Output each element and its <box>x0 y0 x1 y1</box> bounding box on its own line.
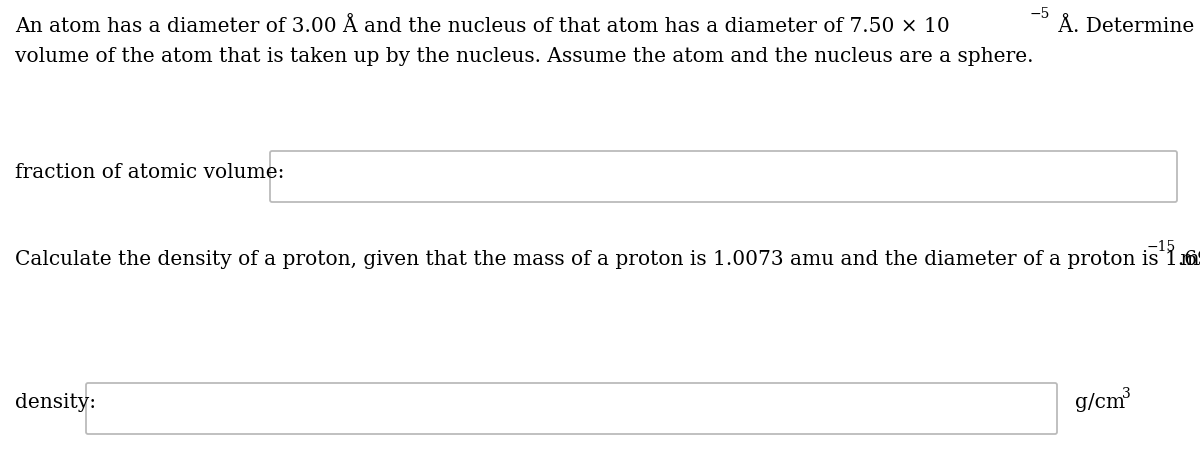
Text: volume of the atom that is taken up by the nucleus. Assume the atom and the nucl: volume of the atom that is taken up by t… <box>14 47 1033 66</box>
Text: An atom has a diameter of 3.00 Å and the nucleus of that atom has a diameter of : An atom has a diameter of 3.00 Å and the… <box>14 17 949 36</box>
Text: Å. Determine the fraction of the: Å. Determine the fraction of the <box>1052 17 1200 36</box>
Text: −15: −15 <box>1147 240 1176 254</box>
Text: −5: −5 <box>1030 7 1050 21</box>
Text: fraction of atomic volume:: fraction of atomic volume: <box>14 163 284 182</box>
Text: m.: m. <box>1174 250 1200 269</box>
Text: 3: 3 <box>1122 387 1130 401</box>
Text: Calculate the density of a proton, given that the mass of a proton is 1.0073 amu: Calculate the density of a proton, given… <box>14 250 1200 269</box>
FancyBboxPatch shape <box>270 151 1177 202</box>
FancyBboxPatch shape <box>86 383 1057 434</box>
Text: density:: density: <box>14 393 96 412</box>
Text: g/cm: g/cm <box>1075 393 1126 412</box>
